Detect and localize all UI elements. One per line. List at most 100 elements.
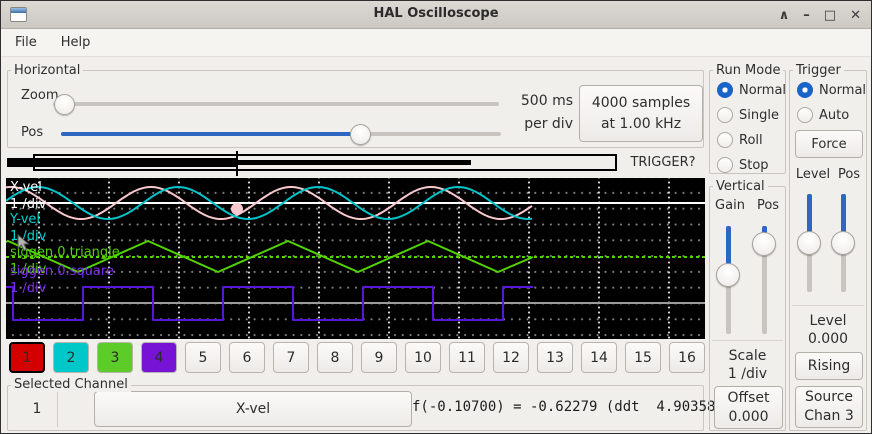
channel-readout: f(-0.10700) = -0.62279 (ddt 4.90358) [412, 399, 724, 415]
channel-button-13[interactable]: 13 [537, 342, 573, 373]
slider-fill [806, 194, 812, 243]
run-mode-option-roll[interactable]: Roll [717, 132, 786, 148]
edge-label: Rising [807, 357, 851, 374]
time-per-div: 500 ms per div [493, 90, 573, 136]
slider-track[interactable] [53, 102, 499, 106]
trigger-options: Normal Auto [797, 82, 866, 123]
slider-thumb[interactable] [350, 124, 371, 145]
selected-channel-separator [57, 389, 58, 427]
channel-button-10[interactable]: 10 [405, 342, 441, 373]
menu-help[interactable]: Help [60, 35, 91, 50]
close-button[interactable]: ✕ [850, 7, 861, 23]
vertical-pos-slider[interactable] [752, 226, 776, 334]
maximize-button[interactable]: □ [823, 7, 837, 23]
channel-button-16[interactable]: 16 [669, 342, 705, 373]
trigger-level-caption: Level [809, 313, 847, 329]
scope-channel-label-3: 1 /div [10, 229, 47, 244]
trigger-position-marker[interactable] [236, 151, 238, 176]
channel-button-9[interactable]: 9 [361, 342, 397, 373]
trigger-level-slider[interactable] [797, 194, 821, 292]
scope-display[interactable]: X-vel 1 /div Y-vel 1 /div siggen.0.triangle 1… [6, 178, 705, 339]
channel-button-4[interactable]: 4 [141, 342, 177, 373]
minimize-button[interactable]: – [803, 7, 810, 23]
vertical-gain-label: Gain [715, 198, 745, 213]
horizontal-pos-slider[interactable] [61, 124, 501, 145]
trigger-mode-option-normal[interactable]: Normal [797, 82, 866, 98]
slider-thumb[interactable] [797, 231, 821, 255]
trigger-mode-option-auto[interactable]: Auto [797, 107, 866, 123]
channel-button-7[interactable]: 7 [273, 342, 309, 373]
radio-label: Normal [819, 82, 867, 98]
slider-fill [61, 132, 360, 136]
vertical-gain-slider[interactable] [716, 226, 740, 334]
scope-selected-point-marker [231, 203, 243, 215]
vertical-scale-caption: Scale [728, 348, 767, 364]
radio-label: Auto [819, 107, 850, 123]
trigger-edge-button[interactable]: Rising [795, 352, 863, 380]
vertical-offset-button[interactable]: Offset 0.000 [714, 386, 783, 429]
menu-file[interactable]: File [15, 35, 37, 50]
samples-line2: at 1.00 kHz [600, 115, 682, 132]
title-bar: HAL Oscilloscope ∧ – □ ✕ [1, 1, 871, 29]
channel-button-12[interactable]: 12 [493, 342, 529, 373]
slider-thumb[interactable] [831, 231, 855, 255]
record-posttrigger-bar [238, 160, 471, 165]
channel-button-3[interactable]: 3 [97, 342, 133, 373]
radio-icon[interactable] [797, 82, 813, 98]
trigger-source-button[interactable]: Source Chan 3 [795, 386, 863, 428]
vertical-group-label: Vertical [713, 179, 768, 194]
time-per-div-value: 500 ms [520, 93, 573, 109]
horizontal-zoom-slider[interactable] [53, 94, 499, 115]
scope-channel-label-2: Y-vel [9, 212, 40, 227]
run-mode-options: Normal Single Roll Stop [717, 82, 786, 173]
samples-button[interactable]: 4000 samples at 1.00 kHz [579, 85, 703, 142]
radio-icon[interactable] [717, 107, 733, 123]
trigger-separator [792, 305, 864, 306]
radio-icon[interactable] [717, 157, 733, 173]
vertical-scale-value: 1 /div [727, 366, 768, 382]
offset-value: 0.000 [728, 408, 769, 425]
run-mode-group-label: Run Mode [713, 63, 784, 78]
trigger-level-value: 0.000 [807, 331, 849, 347]
channel-button-8[interactable]: 8 [317, 342, 353, 373]
slider-fill [725, 226, 731, 275]
trigger-group: Normal Auto Force Level Pos Level 0.000 R… [789, 70, 867, 431]
slider-thumb[interactable] [752, 232, 776, 256]
window-title: HAL Oscilloscope [373, 6, 499, 21]
horizontal-group [7, 70, 704, 148]
channel-name-label: X-vel [235, 400, 271, 417]
radio-icon[interactable] [797, 107, 813, 123]
zoom-label: Zoom [21, 88, 59, 103]
run-mode-option-single[interactable]: Single [717, 107, 786, 123]
run-mode-option-stop[interactable]: Stop [717, 157, 786, 173]
trigger-pos-label: Pos [837, 167, 861, 182]
radio-label: Normal [739, 82, 787, 98]
selected-channel-group: 1 X-vel f(-0.10700) = -0.62279 (ddt 4.90… [7, 385, 724, 431]
channel-button-5[interactable]: 5 [185, 342, 221, 373]
shade-button[interactable]: ∧ [778, 7, 790, 23]
channel-button-14[interactable]: 14 [581, 342, 617, 373]
slider-thumb[interactable] [716, 263, 740, 287]
window-controls: ∧ – □ ✕ [779, 1, 861, 29]
channel-button-15[interactable]: 15 [625, 342, 661, 373]
pos-label: Pos [21, 125, 44, 140]
slider-track[interactable] [761, 226, 767, 334]
radio-icon[interactable] [717, 82, 733, 98]
run-mode-option-normal[interactable]: Normal [717, 82, 786, 98]
trigger-pos-slider[interactable] [831, 194, 855, 292]
channel-name-button[interactable]: X-vel [94, 391, 412, 427]
source-line1: Source [804, 389, 854, 405]
trigger-status: TRIGGER? [630, 155, 696, 170]
channel-button-6[interactable]: 6 [229, 342, 265, 373]
channel-button-1[interactable]: 1 [9, 342, 45, 373]
vertical-group: Gain Pos Scale 1 /div Offset 0.000 [709, 186, 786, 431]
selected-channel-number: 1 [32, 401, 42, 417]
radio-icon[interactable] [717, 132, 733, 148]
trigger-group-label: Trigger [793, 63, 844, 78]
record-pretrigger-bar [7, 158, 238, 167]
channel-button-2[interactable]: 2 [53, 342, 89, 373]
slider-thumb[interactable] [54, 94, 75, 115]
force-button[interactable]: Force [795, 130, 863, 158]
channel-button-11[interactable]: 11 [449, 342, 485, 373]
